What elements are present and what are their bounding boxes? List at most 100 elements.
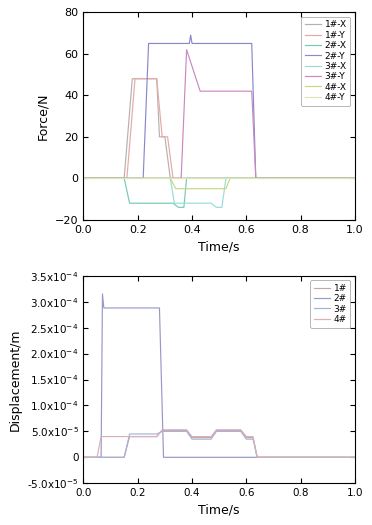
4# — [244, 434, 248, 440]
4# — [353, 454, 357, 460]
1# — [154, 434, 159, 440]
Line: 4#-X: 4#-X — [83, 178, 355, 188]
1#-X — [130, 76, 135, 82]
4# — [214, 427, 219, 433]
2# — [157, 305, 162, 311]
Line: 4#: 4# — [83, 430, 355, 457]
2#-X — [353, 175, 357, 182]
3# — [238, 428, 243, 435]
1# — [190, 435, 194, 441]
2# — [161, 454, 166, 460]
2#-Y — [189, 32, 193, 38]
1#-Y — [353, 175, 357, 182]
2#-Y — [190, 40, 194, 47]
3#-Y — [179, 175, 183, 182]
1#-X — [157, 134, 162, 140]
1#-X — [163, 134, 167, 140]
3#-X — [219, 204, 224, 211]
Line: 3#: 3# — [83, 432, 355, 457]
3# — [244, 436, 248, 443]
2#-X — [185, 175, 189, 182]
2#-Y — [250, 40, 254, 47]
3# — [209, 436, 213, 443]
3# — [81, 454, 86, 460]
1#-X — [353, 175, 357, 182]
2#-X — [182, 204, 186, 211]
4#-X — [81, 175, 86, 182]
2#-Y — [81, 175, 86, 182]
3# — [154, 431, 159, 437]
4# — [238, 427, 243, 433]
3#-X — [224, 175, 228, 182]
4# — [154, 434, 159, 440]
3# — [127, 431, 132, 437]
2# — [99, 454, 103, 460]
4# — [209, 434, 213, 440]
Line: 2#-X: 2#-X — [83, 178, 355, 207]
1#-Y — [125, 175, 129, 182]
3#-X — [81, 175, 86, 182]
Line: 1#: 1# — [83, 430, 355, 457]
2#-X — [81, 175, 86, 182]
3# — [160, 428, 164, 435]
1# — [127, 434, 132, 440]
1#-Y — [166, 134, 170, 140]
3# — [255, 454, 259, 460]
Line: 3#-Y: 3#-Y — [83, 50, 355, 178]
3#-Y — [185, 47, 189, 53]
4# — [99, 434, 103, 440]
Line: 2#: 2# — [83, 294, 355, 457]
4#-X — [173, 185, 178, 192]
2# — [353, 454, 357, 460]
3# — [190, 436, 194, 443]
3#-Y — [353, 175, 357, 182]
1#-X — [154, 76, 159, 82]
Line: 1#-X: 1#-X — [83, 79, 355, 178]
4# — [185, 427, 189, 433]
4#-X — [353, 175, 357, 182]
1#-Y — [81, 175, 86, 182]
1# — [81, 454, 86, 460]
4#-X — [168, 175, 173, 182]
3#-Y — [250, 88, 254, 94]
2# — [81, 454, 86, 460]
Legend: 1#, 2#, 3#, 4#: 1#, 2#, 3#, 4# — [310, 280, 350, 328]
1#-Y — [160, 134, 164, 140]
3# — [185, 428, 189, 435]
4# — [81, 454, 86, 460]
2#-X — [176, 204, 181, 211]
4# — [251, 434, 255, 440]
3#-X — [209, 200, 213, 206]
3# — [122, 454, 126, 460]
1# — [185, 427, 189, 434]
2# — [100, 291, 105, 297]
1# — [214, 427, 219, 434]
3#-X — [214, 204, 219, 211]
4# — [95, 454, 99, 460]
1# — [353, 454, 357, 460]
2#-X — [122, 175, 126, 182]
1#-X — [122, 175, 126, 182]
X-axis label: Time/s: Time/s — [198, 240, 240, 253]
1# — [244, 435, 248, 441]
1#-X — [168, 175, 173, 182]
3#-Y — [198, 88, 202, 94]
4#-X — [228, 175, 232, 182]
4# — [160, 427, 164, 433]
1#-Y — [133, 76, 137, 82]
1#-Y — [171, 175, 175, 182]
2# — [102, 305, 106, 311]
2#-X — [171, 200, 175, 206]
3# — [251, 436, 255, 443]
2#-Y — [146, 40, 151, 47]
1# — [251, 435, 255, 441]
1# — [209, 435, 213, 441]
3#-X — [172, 200, 177, 206]
2#-Y — [187, 40, 192, 47]
Line: 1#-Y: 1#-Y — [83, 79, 355, 178]
3#-X — [168, 175, 173, 182]
2#-Y — [141, 175, 145, 182]
Y-axis label: Force/N: Force/N — [36, 92, 49, 140]
1#-Y — [154, 76, 159, 82]
3# — [214, 428, 219, 435]
